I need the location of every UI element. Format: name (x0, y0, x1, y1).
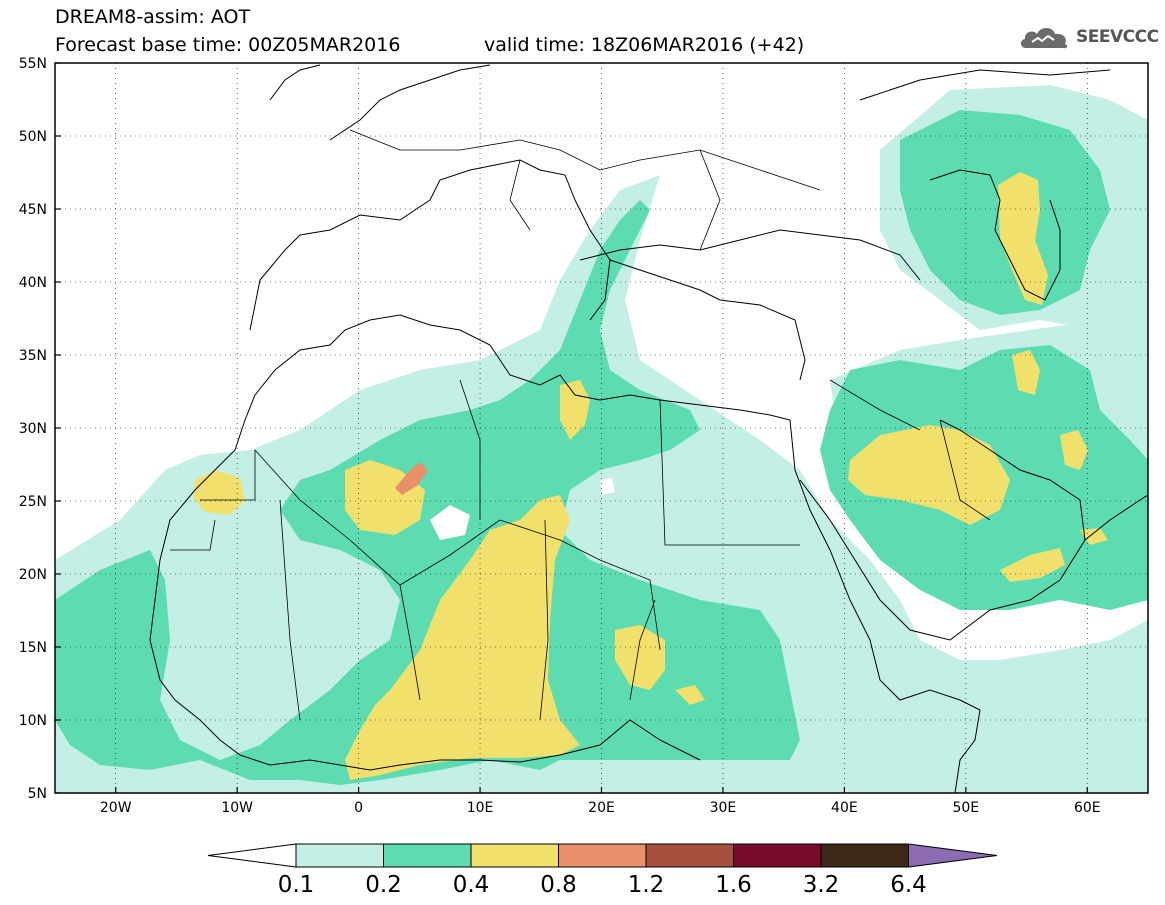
aot-gaps (430, 478, 615, 540)
colorbar-swatch (645, 843, 734, 868)
lat-tick-label: 55N (19, 56, 47, 72)
lon-tick-label: 40E (831, 800, 858, 816)
lat-tick-label: 30N (19, 421, 47, 437)
colorbar-swatch (383, 843, 472, 868)
colorbar (207, 843, 998, 868)
colorbar-swatch (558, 843, 647, 868)
lat-tick-label: 40N (19, 275, 47, 291)
colorbar-swatch (820, 843, 909, 868)
colorbar-under-arrow (207, 843, 297, 868)
lon-tick-label: 10E (467, 800, 494, 816)
lat-axis-labels: 55N 50N 45N 40N 35N 30N 25N 20N 15N 10N 5N (19, 56, 47, 802)
axis-ticks (55, 62, 1088, 794)
colorbar-label: 0.1 (278, 872, 315, 898)
lat-tick-label: 35N (19, 348, 47, 364)
seevccc-logo: SEEVCCC (1018, 24, 1159, 50)
lat-tick-label: 15N (19, 640, 47, 656)
lon-tick-label: 60E (1074, 800, 1101, 816)
colorbar-label: 1.6 (715, 872, 752, 898)
lon-tick-label: 30E (710, 800, 737, 816)
colorbar-swatch (470, 843, 559, 868)
valid-time: valid time: 18Z06MAR2016 (+42) (484, 34, 805, 56)
lat-tick-label: 10N (19, 713, 47, 729)
lon-axis-labels: 20W 10W 0 10E 20E 30E 40E 50E 60E (100, 800, 1101, 816)
forecast-base-time: Forecast base time: 00Z05MAR2016 (55, 34, 401, 56)
colorbar-label: 0.8 (540, 872, 577, 898)
lon-tick-label: 20E (588, 800, 615, 816)
colorbar-labels: 0.1 0.2 0.4 0.8 1.2 1.6 3.2 6.4 (278, 872, 927, 898)
colorbar-label: 3.2 (803, 872, 840, 898)
aot-level-0-4 (193, 172, 1108, 780)
colorbar-swatch (733, 843, 822, 868)
colorbar-label: 0.4 (453, 872, 490, 898)
colorbar-label: 0.2 (365, 872, 402, 898)
aot-level-0-8 (395, 462, 428, 495)
cloud-icon (1020, 28, 1068, 49)
lon-tick-label: 50E (952, 800, 979, 816)
lon-tick-label: 10W (221, 800, 253, 816)
colorbar-over-arrow (908, 843, 998, 868)
colorbar-label: 6.4 (890, 872, 927, 898)
coastlines (149, 64, 1148, 793)
lat-tick-label: 50N (19, 129, 47, 145)
graticule (55, 63, 1148, 793)
lat-tick-label: 25N (19, 494, 47, 510)
lat-tick-label: 20N (19, 567, 47, 583)
colorbar-label: 1.2 (628, 872, 665, 898)
lon-tick-label: 0 (354, 800, 363, 816)
lat-tick-label: 5N (28, 786, 47, 802)
borders (170, 129, 991, 721)
lon-tick-label: 20W (100, 800, 132, 816)
colorbar-swatch (295, 843, 384, 868)
logo-text: SEEVCCC (1076, 27, 1159, 47)
map-title: DREAM8-assim: AOT (55, 6, 251, 28)
lat-tick-label: 45N (19, 202, 47, 218)
